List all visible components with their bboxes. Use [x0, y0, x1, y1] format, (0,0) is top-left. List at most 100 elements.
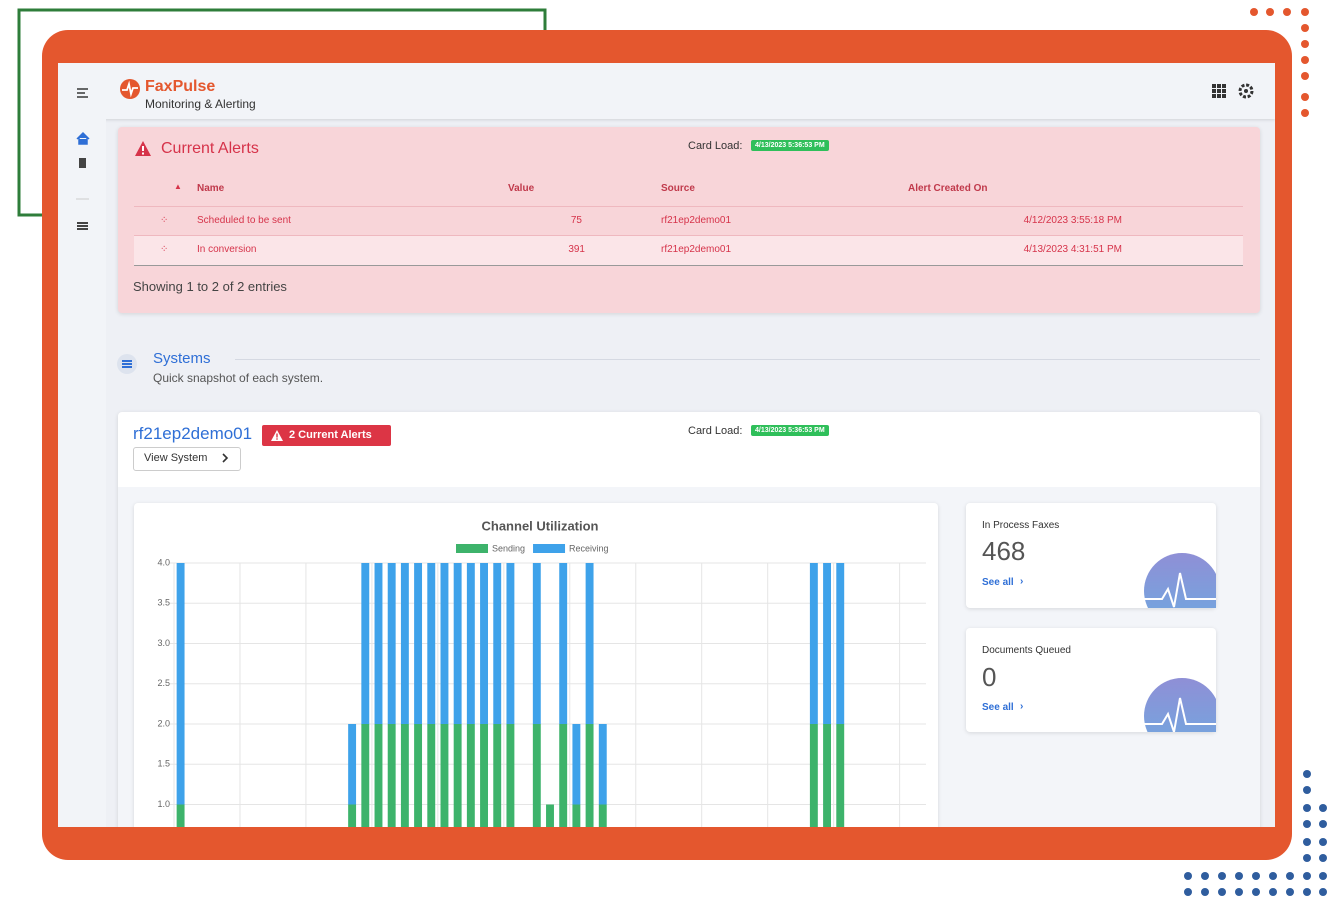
bar-segment — [348, 804, 357, 827]
y-tick-label: 1.0 — [157, 799, 170, 809]
spinner-icon: ⁘ — [160, 215, 169, 226]
bar-segment — [836, 563, 845, 724]
bar-segment — [532, 724, 541, 827]
chart: Channel Utilization Sending Receiving 1.0 1… — [157, 518, 926, 827]
column-header[interactable]: Alert Created On — [908, 183, 988, 194]
bar-segment — [453, 724, 462, 827]
bar-segment — [809, 563, 818, 724]
y-tick-label: 2.0 — [157, 718, 170, 728]
cell: 75 — [570, 215, 582, 226]
view-system-button[interactable] — [133, 447, 241, 471]
bar-segment — [585, 563, 594, 724]
bar-segment — [387, 563, 396, 724]
y-tick-label: 3.0 — [157, 638, 170, 648]
y-tick-label: 2.5 — [157, 678, 170, 688]
warning-icon — [135, 141, 151, 156]
bar-segment — [466, 563, 475, 724]
divider — [235, 359, 1260, 360]
sort-icon: ▲ — [174, 182, 182, 191]
legend-label: Receiving — [569, 543, 609, 553]
bar-segment — [176, 804, 185, 827]
bar-segment — [374, 724, 383, 827]
settings-icon[interactable] — [1238, 83, 1254, 99]
bar-segment — [414, 563, 423, 724]
card-load-label: Card Load: — [688, 140, 743, 152]
orange-dots — [1250, 8, 1309, 117]
bar-segment — [572, 804, 581, 827]
apps-icon[interactable] — [1212, 84, 1226, 98]
legend-swatch — [533, 544, 566, 553]
list-icon[interactable] — [77, 222, 88, 230]
systems-icon — [117, 354, 137, 374]
systems-subtitle: Quick snapshot of each system. — [153, 371, 324, 385]
bar-segment — [176, 563, 185, 805]
stat-card: In Process Faxes 468 See all › — [966, 503, 1216, 608]
bar-segment — [453, 563, 462, 724]
cell: In conversion — [197, 244, 257, 255]
legend-swatch — [456, 544, 488, 553]
bar-segment — [387, 724, 396, 827]
bar-segment — [559, 724, 568, 827]
bar-segment — [836, 724, 845, 827]
alerts-title: Current Alerts — [161, 140, 259, 157]
column-header[interactable]: Source — [661, 183, 695, 194]
alerts-card: Current Alerts Card Load: 4/13/2023 5:36… — [118, 127, 1260, 313]
column-header[interactable]: Value — [508, 183, 535, 194]
chevron: › — [1020, 701, 1024, 712]
bar-segment — [348, 724, 357, 805]
bar-segment — [572, 724, 581, 805]
file-icon[interactable] — [79, 158, 86, 168]
card-load-badge: 4/13/2023 5:36:53 PM — [751, 140, 829, 151]
bar-segment — [440, 724, 449, 827]
bar-segment — [480, 563, 488, 724]
bar-segment — [598, 724, 607, 805]
bar-segment — [532, 563, 541, 724]
bar-segment — [598, 804, 607, 827]
bar-segment — [823, 563, 832, 724]
button-text: View System — [144, 452, 208, 464]
bar-segment — [506, 724, 515, 827]
bar-segment — [546, 804, 554, 827]
system-name[interactable]: rf21ep2demo01 — [133, 424, 253, 443]
alert-badge[interactable] — [262, 425, 391, 446]
bar-segment — [466, 724, 475, 827]
bar-segment — [809, 724, 818, 827]
see-all-link[interactable]: See all — [982, 702, 1014, 713]
chart-title: Channel Utilization — [482, 518, 599, 533]
bar-segment — [506, 563, 515, 724]
y-tick-label: 3.5 — [157, 598, 170, 608]
sidebar-icons — [76, 88, 90, 230]
alert-badge-text: 2 Current Alerts — [289, 429, 372, 441]
bar-segment — [559, 563, 568, 724]
stat-graphic — [1144, 678, 1216, 732]
see-all-link[interactable]: See all — [982, 577, 1014, 588]
cell: 4/12/2023 3:55:18 PM — [1023, 215, 1122, 226]
bar-segment — [440, 563, 449, 724]
warning-icon — [271, 430, 283, 441]
blue-dots — [1184, 770, 1327, 896]
logo-icon — [120, 79, 140, 99]
sidebar — [58, 63, 106, 827]
bar-segment — [585, 724, 594, 827]
stat-label: In Process Faxes — [982, 520, 1060, 531]
cell: 4/13/2023 4:31:51 PM — [1023, 244, 1122, 255]
bar-segment — [427, 563, 436, 724]
bar-segment — [480, 724, 488, 827]
cell: rf21ep2demo01 — [661, 244, 732, 255]
alert-row — [134, 235, 1243, 266]
column-header[interactable]: Name — [197, 183, 225, 194]
stat-card: Documents Queued 0 See all › — [966, 628, 1216, 732]
bar-segment — [493, 563, 502, 724]
menu-icon[interactable] — [77, 88, 88, 98]
stat-graphic — [1144, 553, 1216, 608]
legend-label: Sending — [492, 543, 525, 553]
bar-segment — [400, 724, 409, 827]
home-icon[interactable] — [76, 131, 90, 145]
stat-label: Documents Queued — [982, 645, 1071, 656]
bar-segment — [823, 724, 832, 827]
table-info: Showing 1 to 2 of 2 entries — [133, 279, 287, 294]
bar-segment — [427, 724, 436, 827]
y-tick-label: 1.5 — [157, 759, 170, 769]
chevron: › — [1020, 576, 1024, 587]
